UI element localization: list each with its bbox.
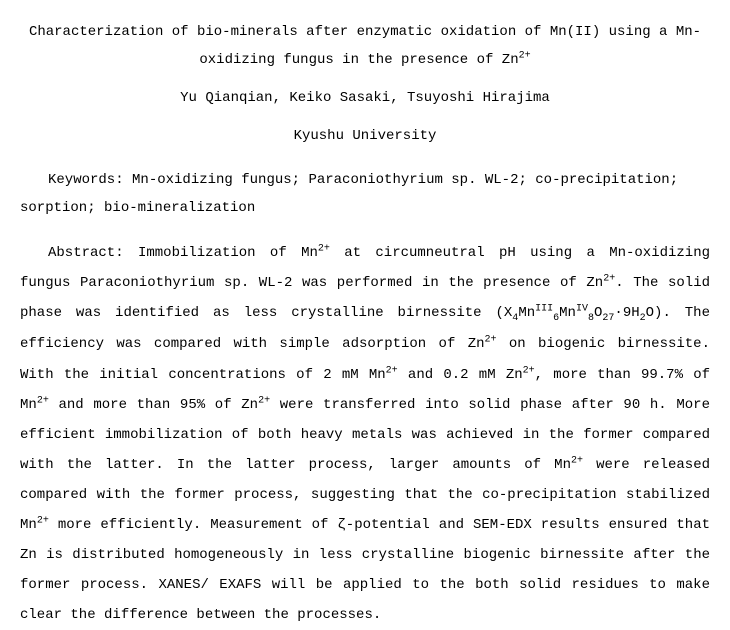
ab-p1-sup: 2+ — [318, 243, 330, 254]
ab-p3-sup1: III — [535, 304, 553, 315]
ab-p5: and 0.2 mM Zn — [398, 367, 523, 383]
ab-p4-sup1: 2+ — [386, 365, 398, 376]
ab-p7: and more than 95% of Zn — [49, 397, 258, 413]
affiliation: Kyushu University — [20, 122, 710, 150]
ab-p6-sup: 2+ — [37, 395, 49, 406]
ab-p2-sup: 2+ — [603, 273, 615, 284]
ab-p8-sup: 2+ — [571, 455, 583, 466]
keywords-section: Keywords: Mn-oxidizing fungus; Paraconio… — [20, 166, 710, 222]
affiliation-text: Kyushu University — [294, 128, 437, 144]
title-line1: Characterization of bio-minerals after e… — [29, 24, 701, 40]
abstract-label: Abstract: — [48, 245, 138, 261]
ab-p3-sup3: 2+ — [485, 335, 497, 346]
ab-p3-sup2: IV — [576, 304, 588, 315]
ab-p10: more efficiently. Measurement of ζ-poten… — [20, 517, 710, 623]
keywords-label: Keywords: — [48, 172, 132, 188]
title-sup: 2+ — [519, 50, 531, 61]
paper-title: Characterization of bio-minerals after e… — [20, 18, 710, 74]
ab-p1: Immobilization of Mn — [138, 245, 318, 261]
ab-p5-sup: 2+ — [523, 365, 535, 376]
ab-p3-dot: ·9H — [614, 305, 639, 321]
ab-p3-mn2: Mn — [559, 305, 576, 321]
abstract-section: Abstract: Immobilization of Mn2+ at circ… — [20, 238, 710, 630]
ab-p3-sub4: 27 — [602, 313, 614, 324]
title-line2-pre: oxidizing fungus in the presence of Zn — [199, 52, 518, 68]
ab-p7-sup: 2+ — [258, 395, 270, 406]
ab-p9-sup: 2+ — [37, 515, 49, 526]
ab-p3-mn1: Mn — [518, 305, 535, 321]
authors-text: Yu Qianqian, Keiko Sasaki, Tsuyoshi Hira… — [180, 90, 550, 106]
authors: Yu Qianqian, Keiko Sasaki, Tsuyoshi Hira… — [20, 84, 710, 112]
